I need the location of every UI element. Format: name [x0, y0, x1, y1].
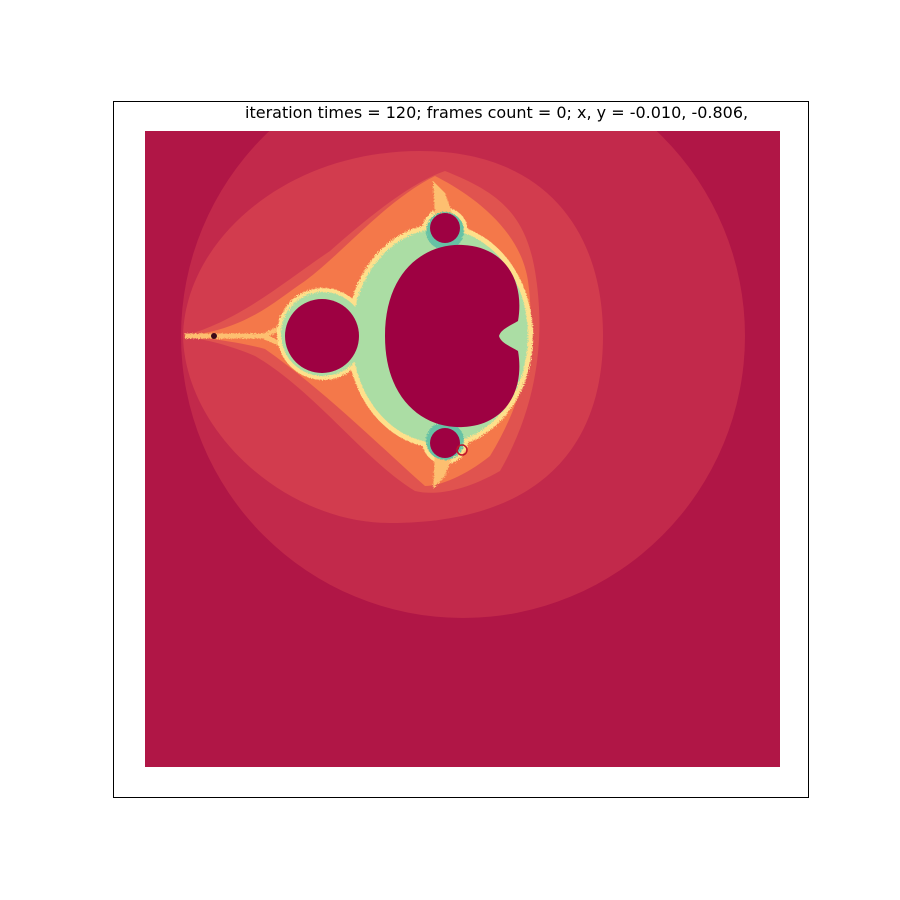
mandelbrot-set [211, 213, 520, 458]
mandelbrot-plot[interactable] [145, 131, 780, 767]
cursor-marker-icon [456, 444, 468, 456]
plot-title: iteration times = 120; frames count = 0;… [245, 103, 749, 122]
